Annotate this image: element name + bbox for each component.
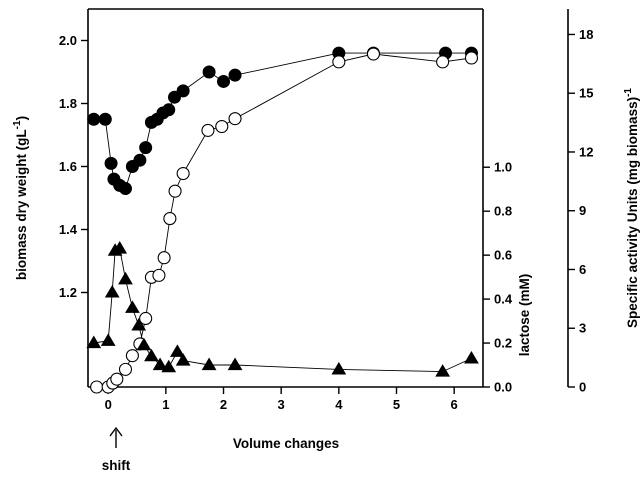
data-point-filled-triangle: [100, 333, 116, 346]
data-point-open-circle: [125, 349, 139, 363]
data-point-filled-triangle: [112, 241, 128, 254]
data-point-filled-triangle: [435, 364, 451, 377]
data-point-filled-triangle: [161, 359, 177, 373]
series-line-open-circle: [96, 53, 472, 388]
data-point-open-circle: [90, 380, 104, 394]
middle-y-tick-label: 1.0: [494, 160, 512, 175]
right-y-tick-label: 6: [579, 262, 586, 277]
data-point-filled-triangle: [136, 337, 152, 351]
data-point-open-circle: [118, 362, 133, 376]
x-tick-label: 0: [105, 397, 112, 412]
data-point-open-circle: [201, 123, 215, 137]
data-point-filled-circle: [176, 84, 190, 98]
x-tick-label: 6: [451, 397, 458, 412]
ticks-layer: 0 1 2 3 4 5 61.21.41.61.82.00.00.20.40.60.81.0…: [59, 27, 594, 412]
data-point-open-circle: [436, 55, 450, 69]
x-axis-title: Volume changes: [233, 436, 339, 451]
data-point-open-circle: [215, 119, 229, 134]
data-point-filled-circle: [133, 153, 147, 167]
left-y-tick-label: 1.6: [59, 159, 77, 174]
data-point-open-circle: [366, 47, 380, 61]
data-point-filled-triangle: [464, 350, 479, 364]
middle-y-tick-label: 0.8: [494, 204, 512, 219]
right-y-tick-label: 18: [579, 27, 593, 42]
data-point-filled-circle: [167, 90, 181, 104]
data-point-open-circle: [228, 112, 242, 126]
data-point-filled-triangle: [144, 348, 159, 362]
data-point-filled-triangle: [131, 317, 147, 331]
data-point-filled-triangle: [227, 357, 243, 371]
x-tick-label: 5: [393, 397, 400, 412]
data-point-filled-triangle: [201, 357, 217, 371]
data-point-open-circle: [168, 184, 182, 198]
data-point-open-circle: [139, 311, 153, 326]
data-point-filled-triangle: [125, 300, 140, 313]
left-axis-title: biomass dry weight (gL-1): [12, 116, 29, 280]
left-y-tick-label: 1.8: [59, 96, 77, 111]
data-point-filled-circle: [162, 103, 176, 117]
data-point-open-circle: [332, 55, 346, 69]
data-point-filled-circle: [139, 141, 153, 155]
data-point-filled-circle: [202, 65, 216, 79]
data-point-filled-triangle: [104, 285, 120, 298]
right-y-tick-label: 3: [579, 321, 586, 336]
data-point-open-circle: [464, 51, 479, 65]
data-point-open-circle: [152, 268, 166, 282]
data-point-filled-triangle: [175, 353, 191, 366]
data-point-filled-circle: [104, 156, 118, 170]
data-point-filled-triangle: [118, 271, 133, 285]
middle-y-tick-label: 0.6: [494, 248, 512, 263]
x-tick-label: 3: [278, 397, 285, 412]
x-tick-label: 2: [220, 397, 227, 412]
data-point-filled-triangle: [152, 357, 168, 371]
left-y-tick-label: 2.0: [59, 33, 77, 48]
right-y-tick-label: 0: [579, 380, 586, 395]
left-y-tick-label: 1.2: [59, 285, 77, 300]
data-point-filled-circle: [118, 182, 132, 196]
right-y-tick-label: 12: [579, 144, 593, 159]
middle-y-tick-label: 0.0: [494, 380, 512, 395]
x-tick-label: 4: [335, 397, 343, 412]
data-point-open-circle: [163, 212, 177, 226]
data-point-filled-circle: [217, 74, 231, 88]
right-y-tick-label: 15: [579, 86, 593, 101]
middle-axis-title: lactose (mM): [517, 274, 532, 357]
left-y-tick-label: 1.4: [59, 222, 78, 237]
shift-arrow-icon: [109, 426, 123, 448]
data-point-filled-triangle: [331, 361, 347, 375]
data-point-open-circle: [176, 166, 190, 181]
data-point-filled-circle: [87, 112, 101, 126]
x-tick-label: 1: [162, 397, 169, 412]
middle-y-tick-label: 0.2: [494, 336, 512, 351]
shift-annotation: shift: [102, 458, 131, 473]
series-layer: [86, 46, 479, 394]
middle-y-tick-label: 0.4: [494, 292, 513, 307]
data-point-filled-circle: [98, 112, 112, 126]
right-axis-title: Specific activity Units (mg biomass)-1: [623, 88, 640, 328]
data-point-open-circle: [110, 372, 124, 386]
right-y-tick-label: 9: [579, 203, 586, 218]
data-point-filled-triangle: [86, 335, 102, 349]
data-point-filled-triangle: [170, 344, 185, 357]
data-point-open-circle: [157, 251, 171, 265]
data-point-filled-circle: [228, 68, 242, 82]
